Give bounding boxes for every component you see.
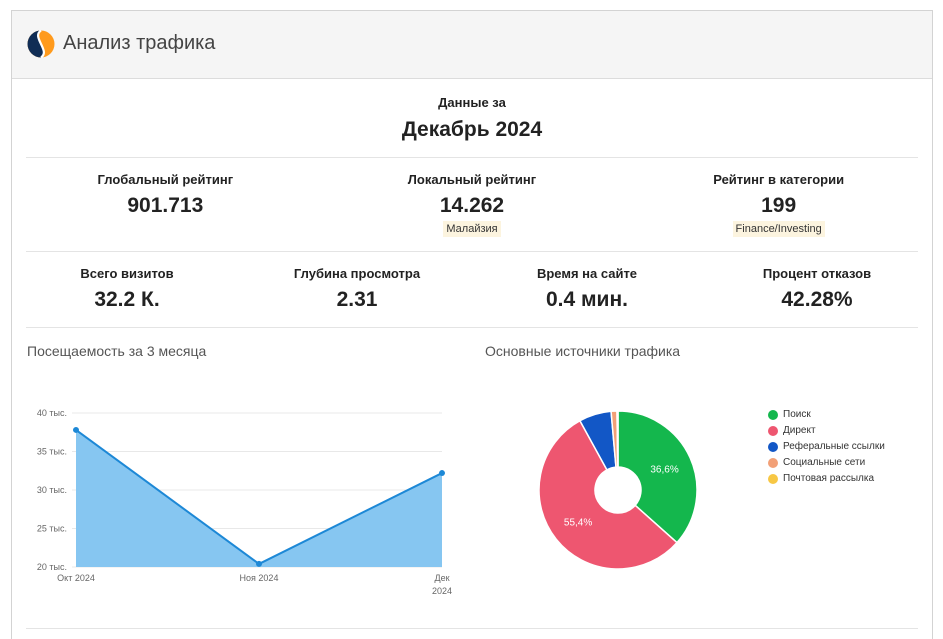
rankings-row: Глобальный рейтинг 901.713 Локальный рей… [12,158,932,251]
data-point [256,560,262,567]
legend-label: Поиск [783,409,811,420]
legend-swatch [768,458,778,468]
legend-item[interactable]: Почтовая рассылка [768,471,885,487]
period-section: Данные за Декабрь 2024 [26,79,918,158]
donut-slice [616,410,619,468]
legend-item[interactable]: Реферальные ссылки [768,439,885,455]
category-badge: Finance/Investing [732,221,825,237]
badge-row: Малайзия [319,221,626,237]
stat-label: Локальный рейтинг [407,172,537,187]
stat-label: Рейтинг в категории [713,172,845,187]
stat-value: 14.262 [439,194,505,217]
slice-data-label: 55,4% [564,517,592,528]
similarweb-logo-icon [27,30,55,58]
data-point [73,426,79,433]
stat-label: Глубина просмотра [293,266,421,281]
rankings-section: Глобальный рейтинг 901.713 Локальный рей… [26,158,918,252]
stat-label: Время на сайте [536,266,638,281]
y-tick-label: 25 тыс. [37,524,67,534]
period-value: Декабрь 2024 [401,118,543,141]
legend-swatch [768,442,778,452]
stat-label: Всего визитов [80,266,174,281]
area-fill [76,429,442,567]
period-label: Данные за [438,95,506,110]
widget-title: Анализ трафика [63,32,216,54]
legend-label: Почтовая рассылка [783,473,875,484]
legend-label: Директ [783,425,816,436]
visits-area-chart: 40 тыс. 35 тыс. 30 тыс. 25 тыс. 20 тыс.Окт 2… [37,408,452,596]
traffic-analysis-widget: Анализ трафика Данные за Декабрь 2024 Гл… [11,10,933,639]
stat-label: Процент отказов [762,266,872,281]
y-tick-label: 35 тыс. [37,447,67,457]
stat-value: 901.713 [127,194,204,217]
x-tick-label: Ноя 2024 [240,573,279,583]
stat-value: 32.2 К. [94,288,160,311]
sources-chart-title: Основные источники трафика [485,343,681,359]
donut-slice [538,419,678,570]
visits-chart-title: Посещаемость за 3 месяца [27,343,207,359]
traffic-sources-donut-chart: 36,6% 55,4% [538,410,698,570]
metrics-section: Всего визитов 32.2 К. Глубина просмотра … [26,252,918,328]
stat-value: 2.31 [336,288,378,311]
stat-bounce-rate: Процент отказов 42.28% [702,266,932,313]
stat-value: 199 [761,194,797,217]
stat-value: 42.28% [781,288,853,311]
legend-item[interactable]: Социальные сети [768,455,885,471]
stat-label: Глобальный рейтинг [97,172,234,187]
legend-swatch [768,474,778,484]
legend-item[interactable]: Поиск [768,407,885,423]
y-tick-label: 30 тыс. [37,485,67,495]
y-tick-label: 20 тыс. [37,562,67,572]
stat-value: 0.4 мин. [546,288,628,311]
x-tick-label: Дек 2024 [432,573,452,596]
legend-item[interactable]: Директ [768,423,885,439]
legend-swatch [768,426,778,436]
slice-data-label: 36,6% [650,465,678,476]
legend-label: Реферальные ссылки [783,441,885,452]
charts-section: Посещаемость за 3 месяца Основные источн… [26,328,918,629]
legend-label: Социальные сети [783,457,866,468]
stat-global-rank: Глобальный рейтинг 901.713 [12,172,319,237]
donut-slice [617,410,698,544]
stat-category-rank: Рейтинг в категории 199 Finance/Investin… [625,172,932,237]
stat-local-rank: Локальный рейтинг 14.262 Малайзия [319,172,626,237]
x-tick-label: Окт 2024 [57,573,95,583]
sources-legend: Поиск Директ Реферальные ссылки Социальные … [768,407,885,487]
country-badge: Малайзия [443,221,501,237]
metrics-row: Всего визитов 32.2 К. Глубина просмотра … [12,252,932,327]
widget-header: Анализ трафика [12,11,932,79]
y-tick-label: 40 тыс. [37,408,67,418]
legend-swatch [768,410,778,420]
badge-row: Finance/Investing [625,221,932,237]
stat-pages-per-visit: Глубина просмотра 2.31 [242,266,472,313]
data-point [439,470,445,477]
stat-total-visits: Всего визитов 32.2 К. [12,266,242,313]
stat-time-on-site: Время на сайте 0.4 мин. [472,266,702,313]
